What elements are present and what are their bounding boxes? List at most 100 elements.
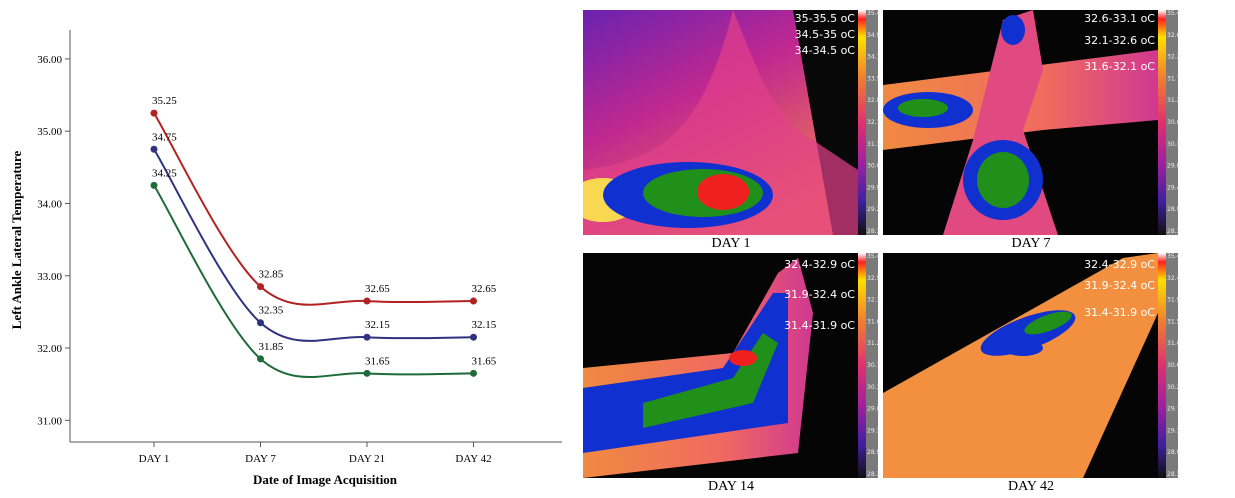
scale-label: 31.3 bbox=[867, 141, 881, 148]
scale-label: 33.5 bbox=[867, 75, 881, 82]
scale-label: 28.3 bbox=[1167, 471, 1181, 478]
scale-label: 35.4 bbox=[1167, 10, 1181, 17]
y-tick-label: 32.00 bbox=[37, 343, 62, 355]
scale-label: 28.3 bbox=[867, 471, 881, 478]
panel-caption: DAY 7 bbox=[1011, 236, 1050, 251]
x-tick-label: DAY 21 bbox=[349, 453, 385, 465]
data-point bbox=[364, 334, 371, 341]
scale-label: 29.4 bbox=[1167, 184, 1181, 191]
color-bar bbox=[858, 253, 866, 478]
scale-label: 28.9 bbox=[1167, 206, 1181, 213]
thermal-panel: 35.434.934.133.532.832.131.330.629.929.2… bbox=[568, 10, 881, 251]
range-label: 31.6-32.1 oC bbox=[1084, 60, 1155, 73]
scale-label: 29.8 bbox=[867, 406, 881, 413]
data-label: 32.65 bbox=[365, 283, 390, 295]
range-label: 31.9-32.4 oC bbox=[784, 288, 855, 301]
scale-label: 30.3 bbox=[1167, 141, 1181, 148]
scale-label: 29.9 bbox=[867, 184, 881, 191]
panel-caption: DAY 42 bbox=[1008, 479, 1054, 494]
scale-label: 35.4 bbox=[1167, 253, 1181, 260]
range-label: 32.4-32.9 oC bbox=[1084, 258, 1155, 271]
thermal-panel: 35.432.532.131.631.230.730.329.829.328.9… bbox=[583, 253, 881, 494]
data-point bbox=[470, 334, 477, 341]
data-point bbox=[470, 298, 477, 305]
range-label: 34.5-35 oC bbox=[795, 28, 856, 41]
data-label: 31.85 bbox=[259, 341, 284, 353]
scale-label: 31.9 bbox=[1167, 297, 1181, 304]
scale-label: 35.4 bbox=[867, 10, 881, 17]
data-point bbox=[257, 355, 264, 362]
data-label: 32.35 bbox=[259, 305, 284, 317]
scale-label: 28.3 bbox=[1167, 228, 1181, 235]
scale-label: 30.3 bbox=[867, 384, 881, 391]
series-line bbox=[154, 113, 474, 305]
scale-label: 28.3 bbox=[867, 228, 881, 235]
scale-label: 31.2 bbox=[867, 340, 881, 347]
scale-label: 28.9 bbox=[867, 449, 881, 456]
range-label: 34-34.5 oC bbox=[795, 44, 856, 57]
data-point bbox=[257, 283, 264, 290]
data-label: 32.15 bbox=[365, 319, 390, 331]
data-label: 32.65 bbox=[472, 283, 497, 295]
scale-label: 30.7 bbox=[867, 362, 881, 369]
data-label: 31.65 bbox=[365, 355, 390, 367]
data-point bbox=[151, 110, 158, 117]
range-label: 31.4-31.9 oC bbox=[1084, 306, 1155, 319]
thermal-panel: 35.432.431.931.531.030.630.229.729.328.9… bbox=[883, 253, 1181, 494]
data-point bbox=[257, 319, 264, 326]
scale-label: 30.2 bbox=[1167, 384, 1181, 391]
data-point bbox=[364, 370, 371, 377]
x-tick-label: DAY 7 bbox=[245, 453, 276, 465]
y-tick-label: 34.00 bbox=[37, 198, 62, 210]
panel-caption: DAY 1 bbox=[711, 236, 750, 251]
y-tick-label: 36.00 bbox=[37, 54, 62, 66]
scale-label: 30.6 bbox=[867, 163, 881, 170]
scale-label: 31.6 bbox=[867, 318, 881, 325]
data-label: 34.75 bbox=[152, 131, 177, 143]
page: Left Ankle Lateral Temperature Date of I… bbox=[0, 0, 1235, 498]
panel-caption: DAY 14 bbox=[708, 479, 754, 494]
scale-label: 29.7 bbox=[1167, 406, 1181, 413]
range-label: 31.9-32.4 oC bbox=[1084, 279, 1155, 292]
x-axis-title: Date of Image Acquisition bbox=[253, 472, 398, 487]
thermal-panel: 35.432.632.231.731.230.830.329.829.428.9… bbox=[883, 10, 1181, 251]
y-axis-title: Left Ankle Lateral Temperature bbox=[9, 151, 24, 330]
scale-label: 32.1 bbox=[867, 297, 881, 304]
data-point bbox=[364, 298, 371, 305]
zone-blue bbox=[1001, 15, 1025, 45]
range-label: 32.4-32.9 oC bbox=[784, 258, 855, 271]
thermal-panels: 35.434.934.133.532.832.131.330.629.929.2… bbox=[568, 10, 1181, 494]
scale-label: 32.1 bbox=[867, 119, 881, 126]
scale-label: 31.5 bbox=[1167, 318, 1181, 325]
data-label: 32.85 bbox=[259, 269, 284, 281]
y-tick-label: 33.00 bbox=[37, 271, 62, 283]
thermal-image bbox=[583, 253, 858, 478]
scale-label: 31.2 bbox=[1167, 97, 1181, 104]
y-tick-label: 35.00 bbox=[37, 126, 62, 138]
data-point bbox=[470, 370, 477, 377]
series-line bbox=[154, 185, 474, 377]
zone-red bbox=[729, 350, 757, 366]
zone-green bbox=[977, 152, 1029, 208]
scale-label: 35.4 bbox=[867, 253, 881, 260]
scale-label: 32.4 bbox=[1167, 275, 1181, 282]
scale-label: 30.8 bbox=[1167, 119, 1181, 126]
scale-label: 29.8 bbox=[1167, 163, 1181, 170]
range-label: 31.4-31.9 oC bbox=[784, 319, 855, 332]
scale-label: 34.1 bbox=[867, 54, 881, 61]
scale-label: 32.6 bbox=[1167, 32, 1181, 39]
scale-label: 32.2 bbox=[1167, 54, 1181, 61]
scale-label: 29.2 bbox=[867, 206, 881, 213]
scale-label: 31.0 bbox=[1167, 340, 1181, 347]
series-line bbox=[154, 149, 474, 341]
scale-label: 29.3 bbox=[1167, 427, 1181, 434]
data-point bbox=[151, 182, 158, 189]
range-label: 35-35.5 oC bbox=[795, 12, 856, 25]
zone-blue bbox=[1003, 340, 1043, 356]
data-point bbox=[151, 146, 158, 153]
y-tick-label: 31.00 bbox=[37, 415, 62, 427]
scale-label: 34.9 bbox=[867, 32, 881, 39]
range-label: 32.1-32.6 oC bbox=[1084, 34, 1155, 47]
data-label: 34.25 bbox=[152, 167, 177, 179]
color-bar bbox=[858, 10, 866, 235]
